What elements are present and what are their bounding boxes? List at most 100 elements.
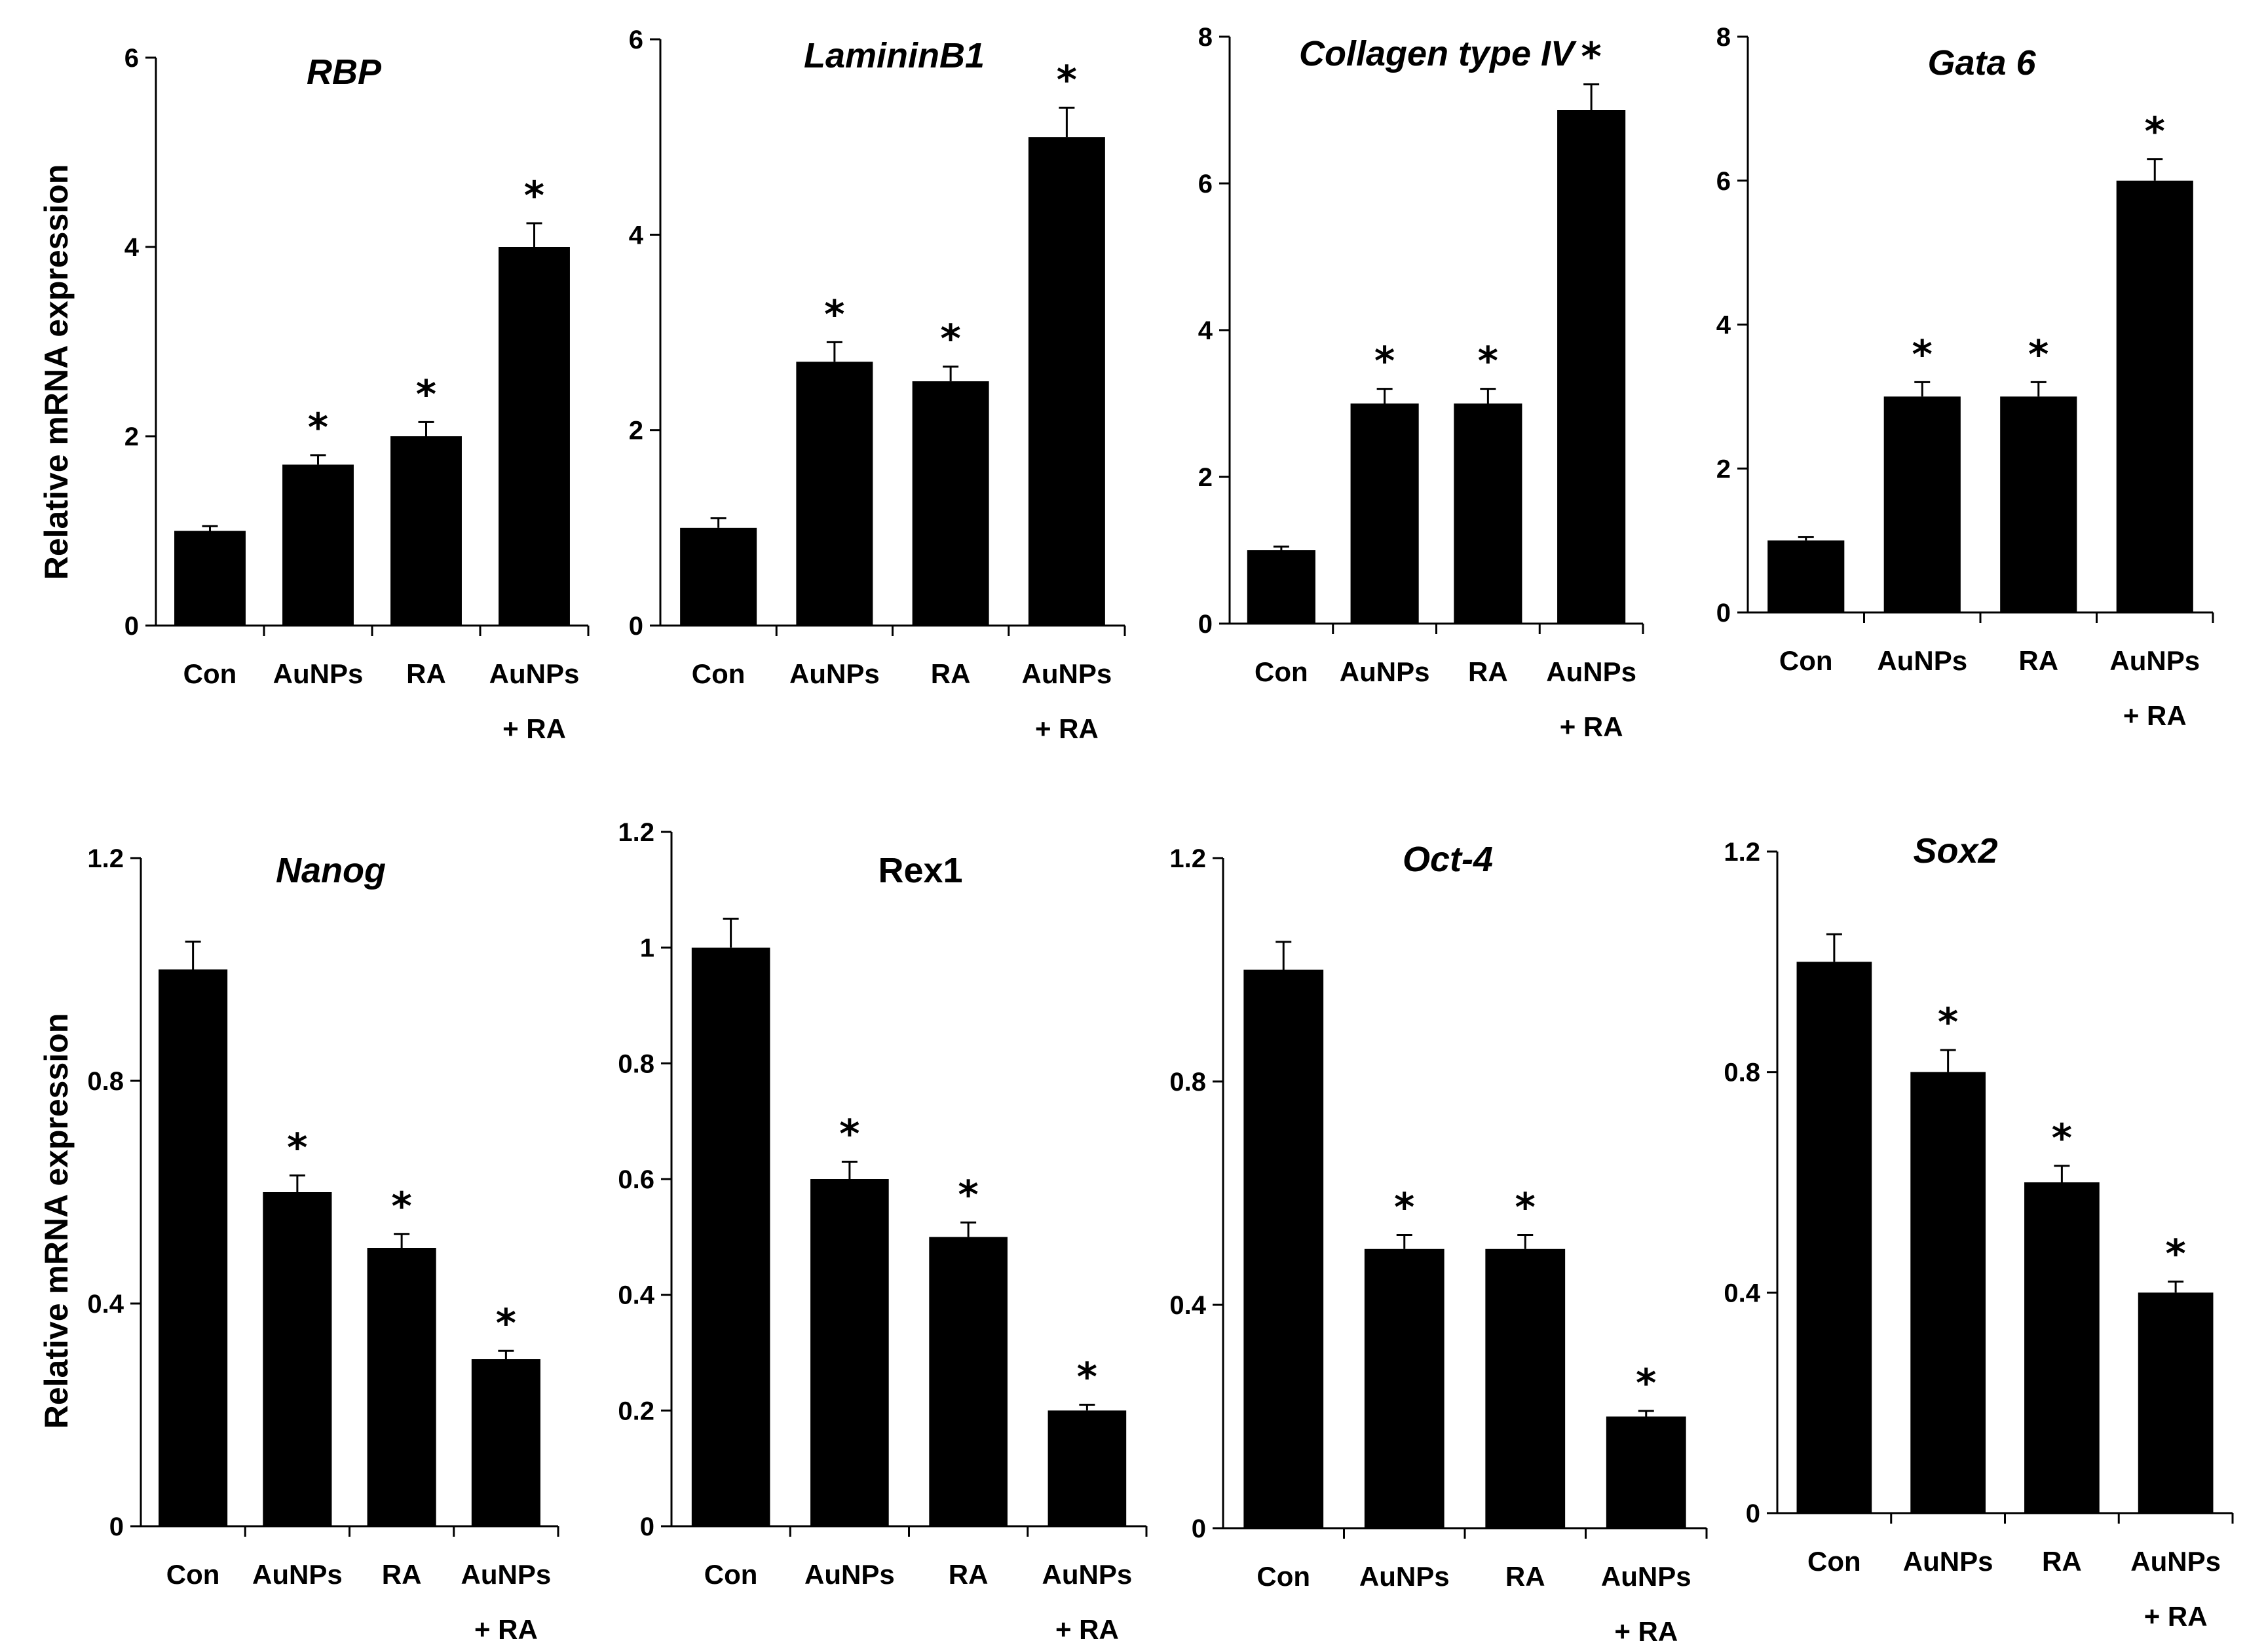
y-axis-label-top: Relative mRNA expression	[38, 164, 75, 580]
bar	[1796, 962, 1872, 1513]
category-label: RA	[949, 1559, 989, 1590]
bar	[367, 1248, 436, 1526]
chart-panel-2: LamininB1 0 2 4 6 Con * AuNPs * RA * AuNPs + RA	[629, 26, 1126, 744]
bar	[912, 381, 989, 626]
bar	[1364, 1248, 1445, 1528]
y-tick-label: 0	[640, 1512, 654, 1541]
bar	[282, 464, 354, 626]
significance-star: *	[416, 371, 436, 417]
category-label: AuNPs	[489, 658, 580, 689]
y-tick-label: 1	[640, 934, 654, 963]
chart-panel-6: Rex1 0 0.2 0.4 0.6 0.8 1 1.2 Con * AuNPs * RA * AuNPs +…	[618, 818, 1148, 1645]
category-label: Con	[1779, 645, 1833, 676]
y-tick-label: 0.8	[87, 1067, 124, 1096]
bar	[471, 1359, 540, 1526]
y-tick-label: 1.2	[1169, 844, 1206, 873]
category-label: RA	[1468, 656, 1508, 687]
category-label: Con	[704, 1559, 758, 1590]
y-tick-label: 4	[1716, 311, 1731, 340]
significance-star: *	[308, 405, 328, 451]
y-tick-label: 0	[1192, 1514, 1206, 1543]
bar	[1485, 1248, 1566, 1528]
bar	[1883, 396, 1961, 612]
category-label: AuNPs	[252, 1559, 343, 1590]
significance-star: *	[287, 1125, 307, 1171]
significance-star: *	[524, 173, 544, 219]
category-label: Con	[183, 658, 237, 689]
chart-title: Oct-4	[1403, 840, 1493, 879]
y-tick-label: 6	[1198, 170, 1213, 198]
significance-star: *	[496, 1300, 516, 1346]
y-tick-label: 2	[1198, 463, 1213, 492]
significance-star: *	[1515, 1184, 1536, 1230]
chart-panel-5: Nanog 0 0.4 0.8 1.2 Con * AuNPs * RA * AuNPs + RA	[87, 844, 559, 1645]
bar	[691, 947, 770, 1526]
y-axis-label-bottom: Relative mRNA expression	[38, 1013, 75, 1429]
category-label: Con	[692, 658, 746, 689]
y-tick-label: 2	[124, 422, 139, 451]
category-label: AuNPs	[2130, 1546, 2221, 1577]
significance-star: *	[2052, 1116, 2072, 1161]
y-tick-label: 0.8	[1169, 1068, 1206, 1097]
y-tick-label: 4	[1198, 316, 1213, 345]
category-label: RA	[406, 658, 446, 689]
category-label: RA	[1505, 1561, 1545, 1592]
significance-star: *	[1478, 339, 1498, 385]
chart-panel-7: Oct-4 0 0.4 0.8 1.2 Con * AuNPs * RA * AuNPs + RA	[1169, 840, 1708, 1647]
bar	[174, 531, 246, 626]
chart-title: LamininB1	[804, 36, 985, 75]
y-tick-label: 6	[629, 26, 643, 54]
category-label: RA	[382, 1559, 422, 1590]
category-label: + RA	[502, 713, 566, 744]
chart-panel-4: Gata 6 0 2 4 6 8 Con * AuNPs * RA * AuNPs + RA	[1716, 23, 2214, 731]
category-label: Con	[1807, 1546, 1861, 1577]
significance-star: *	[1636, 1361, 1656, 1406]
category-label: AuNPs	[1359, 1561, 1450, 1592]
bar	[1454, 404, 1522, 624]
bar	[2024, 1182, 2100, 1513]
y-tick-label: 0.4	[1724, 1279, 1760, 1307]
significance-star: *	[1394, 1184, 1414, 1230]
bar	[159, 969, 228, 1526]
category-label: AuNPs	[1877, 645, 1967, 676]
y-tick-label: 8	[1716, 23, 1731, 52]
bar	[1910, 1072, 1986, 1513]
significance-star: *	[1077, 1355, 1097, 1400]
category-label: + RA	[2144, 1601, 2208, 1632]
bar	[1767, 540, 1845, 612]
category-label: AuNPs	[1601, 1561, 1691, 1592]
chart-panel-8: Sox2 0 0.4 0.8 1.2 Con * AuNPs * RA * AuNPs + RA	[1724, 831, 2234, 1632]
chart-title: Collagen type IV	[1299, 34, 1577, 73]
chart-title: Rex1	[878, 851, 962, 890]
category-label: AuNPs	[789, 658, 880, 689]
chart-panel-3: Collagen type IV 0 2 4 6 8 Con * AuNPs * RA * AuNPs +…	[1198, 23, 1644, 742]
y-tick-label: 2	[1716, 455, 1731, 483]
y-tick-label: 0.4	[1169, 1291, 1206, 1320]
category-label: + RA	[1055, 1614, 1119, 1645]
significance-star: *	[2165, 1231, 2185, 1277]
y-tick-label: 6	[1716, 167, 1731, 196]
significance-star: *	[1374, 339, 1395, 385]
bar	[796, 362, 873, 626]
y-tick-label: 0	[1716, 599, 1731, 628]
category-label: AuNPs	[1022, 658, 1112, 689]
category-label: Con	[166, 1559, 220, 1590]
category-label: + RA	[1614, 1616, 1678, 1647]
y-tick-label: 8	[1198, 23, 1213, 52]
significance-star: *	[839, 1112, 859, 1157]
significance-star: *	[2145, 109, 2165, 155]
bar	[929, 1237, 1008, 1526]
bar	[390, 436, 462, 626]
bar	[1048, 1410, 1127, 1526]
y-tick-label: 0	[109, 1512, 124, 1541]
chart-panel-1: RBP 0 2 4 6 Con * AuNPs * RA * AuNPs + RA	[124, 44, 590, 744]
bar	[2138, 1292, 2214, 1513]
chart-title: RBP	[307, 52, 382, 92]
bar	[2000, 396, 2077, 612]
significance-star: *	[1912, 331, 1933, 377]
y-tick-label: 0	[124, 612, 139, 641]
y-tick-label: 1.2	[1724, 838, 1760, 867]
significance-star: *	[958, 1172, 978, 1218]
bar	[263, 1192, 332, 1526]
significance-star: *	[391, 1184, 411, 1230]
